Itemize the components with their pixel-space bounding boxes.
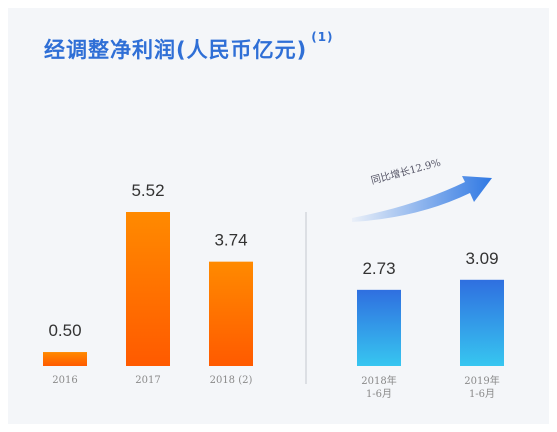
value-label-annual-0: 0.50	[48, 321, 81, 340]
category-label-annual-0: 2016	[52, 375, 77, 386]
bar-annual-2	[209, 261, 253, 366]
bar-first-half-0	[357, 289, 401, 366]
category-label-annual-2: 2018 (2)	[210, 375, 253, 386]
bar-annual-0	[43, 352, 87, 366]
value-label-first-half-0: 2.73	[362, 259, 395, 278]
category-label-annual-1: 2017	[135, 375, 160, 386]
chart-title: 经调整净利润(人民币亿元)(1)	[44, 30, 334, 64]
bar-annual-1	[126, 212, 170, 366]
title-footnote: (1)	[311, 30, 334, 44]
chart-title-text: 经调整净利润(人民币亿元)	[44, 38, 308, 62]
value-label-annual-2: 3.74	[214, 231, 247, 250]
growth-annotation: 同比增长12.9%	[369, 156, 442, 187]
growth-arrow	[352, 176, 492, 222]
category-label-first-half-1: 2019年 1-6月	[464, 374, 499, 400]
category-label-first-half-0: 2018年 1-6月	[361, 374, 396, 400]
value-label-first-half-1: 3.09	[465, 249, 498, 268]
bar-first-half-1	[460, 279, 504, 366]
chart-panel: 经调整净利润(人民币亿元)(1)	[8, 8, 549, 424]
value-label-annual-1: 5.52	[131, 181, 164, 200]
